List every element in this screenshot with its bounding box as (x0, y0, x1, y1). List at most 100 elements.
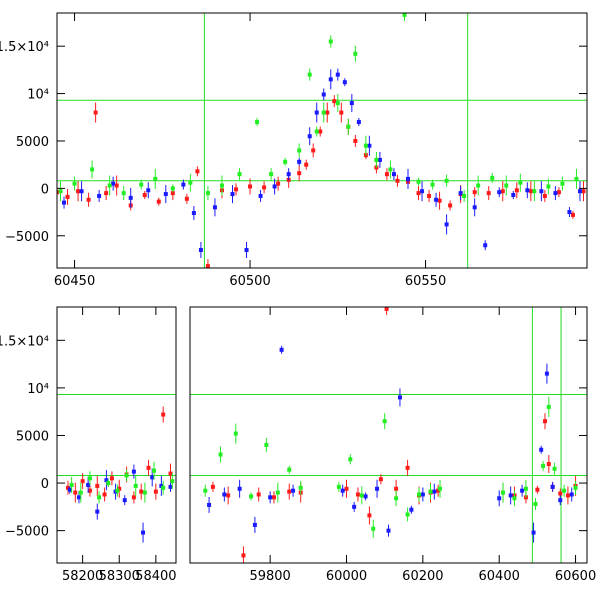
data-point-blue (472, 205, 477, 210)
data-point-red (311, 148, 316, 153)
data-point-red (581, 189, 586, 194)
data-point-red (86, 197, 91, 202)
data-point-blue (328, 77, 333, 82)
data-point-red (416, 191, 421, 196)
data-point-blue (97, 193, 102, 198)
data-point-red (276, 181, 281, 186)
data-point-red (234, 187, 239, 192)
data-point-blue (342, 80, 347, 85)
data-point-blue (291, 488, 296, 493)
data-point-green (87, 476, 92, 481)
data-point-green (573, 485, 578, 490)
plot-frame (56, 12, 588, 269)
data-point-blue (268, 495, 273, 500)
data-point-red (80, 479, 85, 484)
data-point-green (533, 501, 538, 506)
plot-area (57, 394, 176, 543)
data-point-green (405, 512, 410, 517)
data-point-blue (62, 200, 67, 205)
data-point-red (325, 110, 330, 115)
data-point-blue (279, 347, 284, 352)
data-point-blue (397, 395, 402, 400)
data-point-blue (163, 192, 168, 197)
data-point-blue (405, 176, 410, 181)
data-point-green (541, 463, 546, 468)
data-point-blue (237, 486, 242, 491)
data-point-red (104, 191, 109, 196)
data-point-red (395, 178, 400, 183)
data-point-green (363, 143, 368, 148)
data-point-blue (508, 493, 513, 498)
data-point-red (142, 193, 147, 198)
x-tick-label: 60550 (405, 274, 446, 289)
data-point-green (359, 493, 364, 498)
data-point-blue (230, 192, 235, 197)
data-point-blue (191, 211, 196, 216)
data-point-green (560, 181, 565, 186)
data-point-blue (544, 371, 549, 376)
data-point-green (462, 193, 467, 198)
data-point-red (109, 476, 114, 481)
data-point-red (195, 169, 200, 174)
data-point-blue (244, 247, 249, 252)
data-point-green (97, 495, 102, 500)
data-point-green (562, 488, 567, 493)
plot-area (57, 13, 587, 268)
data-point-red (139, 489, 144, 494)
data-point-green (504, 183, 509, 188)
data-point-red (95, 483, 100, 488)
data-point-red (394, 486, 399, 491)
data-point-red (546, 462, 551, 467)
data-point-blue (391, 172, 396, 177)
data-point-green (388, 167, 393, 172)
data-point-green (237, 172, 242, 177)
data-point-blue (458, 191, 463, 196)
data-point-blue (497, 496, 502, 501)
data-point-green (428, 489, 433, 494)
data-point-red (565, 493, 570, 498)
data-point-blue (558, 498, 563, 503)
data-point-blue (511, 193, 516, 198)
data-point-red (378, 477, 383, 482)
data-point-green (298, 485, 303, 490)
data-point-blue (550, 484, 555, 489)
data-point-blue (141, 530, 146, 535)
data-point-green (523, 486, 528, 491)
data-point-blue (539, 189, 544, 194)
data-point-blue (286, 172, 291, 177)
data-point-red (87, 488, 92, 493)
data-point-red (472, 190, 477, 195)
data-point-green (121, 191, 126, 196)
data-point-blue (377, 157, 382, 162)
data-point-blue (212, 205, 217, 210)
data-point-green (371, 526, 376, 531)
data-point-blue (222, 492, 227, 497)
data-point-green (90, 167, 95, 172)
data-point-blue (314, 110, 319, 115)
data-point-red (384, 172, 389, 177)
data-point-blue (146, 188, 151, 193)
data-point-green (115, 488, 120, 493)
data-point-blue (363, 494, 368, 499)
data-point-red (248, 184, 253, 189)
data-point-blue (321, 92, 326, 97)
data-point-blue (444, 222, 449, 227)
data-point-red (543, 419, 548, 424)
data-point-green (501, 490, 506, 495)
data-point-red (156, 199, 161, 204)
data-point-red (102, 492, 107, 497)
x-tick-label: 58200 (62, 569, 103, 584)
x-tick-label: 60400 (479, 569, 520, 584)
data-point-blue (131, 469, 136, 474)
data-point-green (69, 482, 74, 487)
data-point-green (476, 183, 481, 188)
data-point-blue (567, 210, 572, 215)
data-point-green (188, 180, 193, 185)
y-tick-label: −5000 (5, 230, 49, 245)
data-point-red (287, 489, 292, 494)
data-point-green (139, 182, 144, 187)
data-point-red (297, 171, 302, 176)
data-point-green (297, 148, 302, 153)
data-point-red (344, 486, 349, 491)
